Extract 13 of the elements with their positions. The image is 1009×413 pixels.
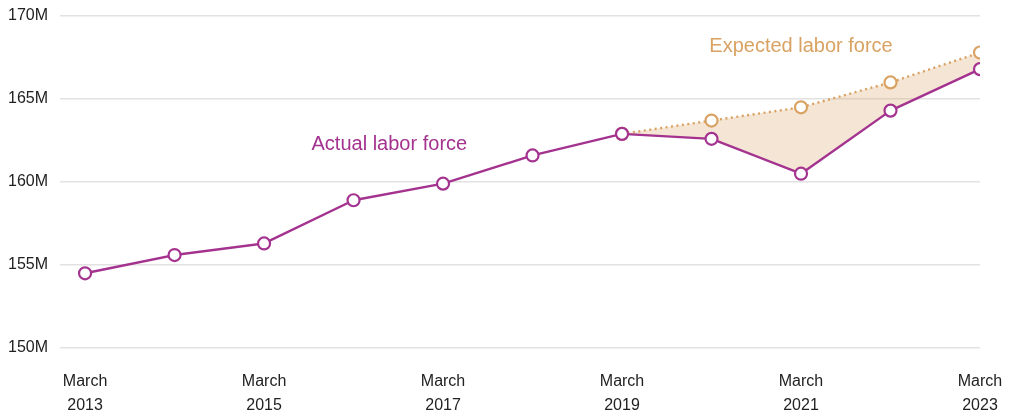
x-tick-label: March 2023	[957, 372, 1003, 413]
x-tick-label: March 2017	[420, 372, 466, 413]
x-tick-label: March 2013	[62, 372, 108, 413]
y-tick-label: 165M	[8, 89, 49, 107]
y-tick-label: 160M	[8, 172, 49, 190]
x-tick-label: March 2019	[599, 372, 645, 413]
x-tick-label: March 2015	[241, 372, 287, 413]
x-tick-label: March 2021	[778, 372, 824, 413]
y-tick-label: 150M	[8, 338, 49, 356]
y-tick-label: 170M	[8, 6, 49, 24]
y-tick-label: 155M	[8, 255, 49, 273]
series-label: Expected labor force	[709, 33, 893, 56]
series-label: Actual labor force	[311, 132, 468, 155]
